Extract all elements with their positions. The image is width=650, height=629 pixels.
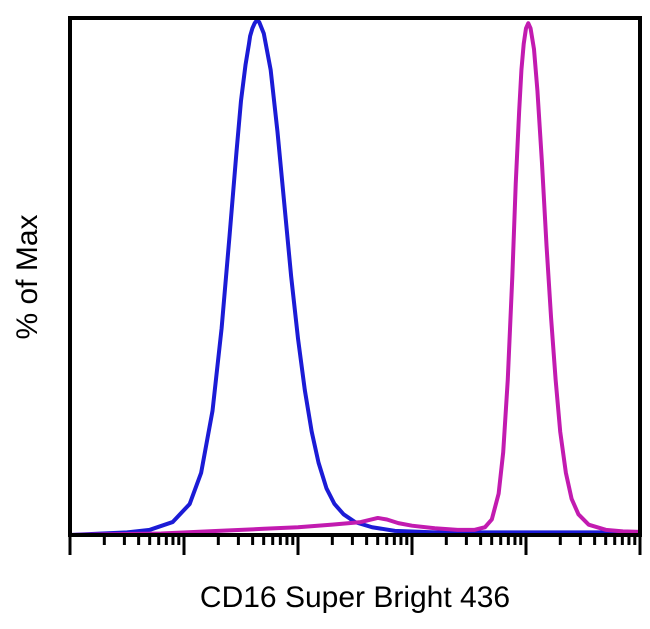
series-control <box>70 20 640 535</box>
x-axis-label: CD16 Super Bright 436 <box>70 581 640 615</box>
y-axis-label: % of Max <box>11 214 45 339</box>
x-axis-label-text: CD16 Super Bright 436 <box>200 581 510 614</box>
chart-svg <box>0 0 650 629</box>
plot-frame <box>70 18 640 535</box>
y-axis-label-text: % of Max <box>11 214 44 339</box>
flow-cytometry-histogram: % of Max CD16 Super Bright 436 <box>0 0 650 629</box>
series-stained <box>70 23 640 535</box>
